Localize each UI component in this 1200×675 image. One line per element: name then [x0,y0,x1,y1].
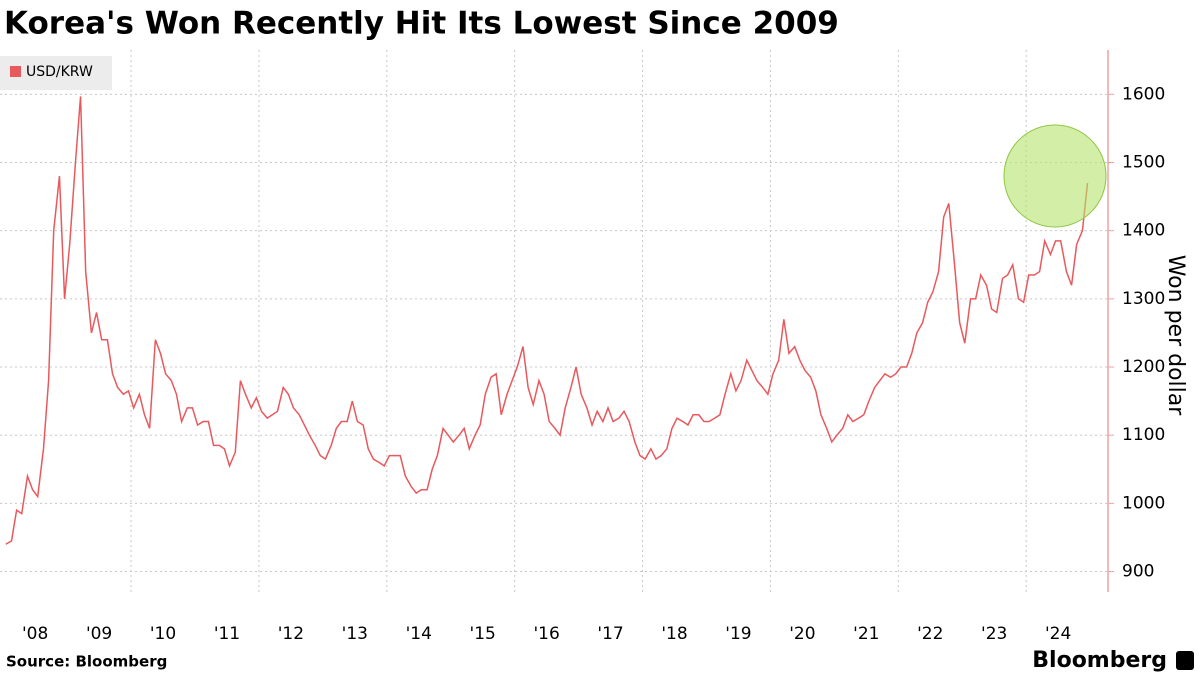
source: Source: Bloomberg [6,653,167,671]
chart-title: Korea's Won Recently Hit Its Lowest Sinc… [4,6,839,42]
x-tick-label: '22 [917,624,943,644]
highlight-circle [1003,124,1107,228]
x-tick-label: '13 [342,624,368,644]
legend-label: USD/KRW [26,64,93,80]
brand-icon [1176,651,1194,670]
x-tick-label: '09 [86,624,112,644]
y-tick-label: 1500 [1122,152,1165,172]
series-line [5,96,1089,545]
y-tick-label: 1000 [1122,493,1165,513]
y-tick-label: 1100 [1122,425,1165,445]
x-tick-label: '20 [789,624,815,644]
y-axis-label: Won per dollar [1163,255,1188,417]
x-tick-label: '21 [853,624,879,644]
x-tick-label: '10 [150,624,176,644]
legend-swatch [10,66,21,77]
y-tick-label: 1400 [1122,221,1165,241]
y-tick-label: 1300 [1122,289,1165,309]
y-tick-label: 1600 [1122,84,1165,104]
x-tick-label: '08 [22,624,48,644]
x-tick-label: '23 [981,624,1007,644]
brand: Bloomberg [1032,648,1167,673]
y-tick-label: 1200 [1122,357,1165,377]
x-tick-label: '12 [278,624,304,644]
x-tick-label: '15 [470,624,496,644]
x-tick-label: '17 [597,624,623,644]
x-tick-label: '18 [661,624,687,644]
x-tick-label: '14 [406,624,432,644]
plot: 900 1000 1100 1200 1300 1400 1500 1600 '08 '09 '10… [0,50,1165,644]
y-tick-label: 900 [1122,562,1154,582]
x-tick-label: '19 [725,624,751,644]
x-tick-label: '16 [533,624,559,644]
x-tick-label: '11 [214,624,240,644]
x-tick-label: '24 [1045,624,1071,644]
